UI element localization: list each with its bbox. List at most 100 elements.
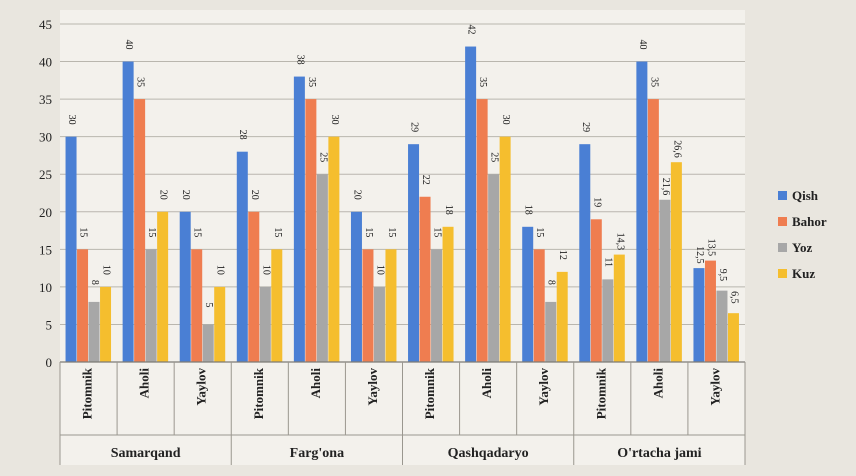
category-label: Aholi [479, 368, 494, 399]
data-label: 15 [192, 227, 203, 237]
data-label: 30 [66, 115, 77, 125]
bar-kuz [100, 286, 112, 362]
data-label: 30 [329, 115, 340, 125]
bar-qish [693, 268, 705, 362]
bar-qish [293, 76, 305, 363]
bar-kuz [556, 271, 568, 362]
bar-bahor [704, 260, 716, 362]
data-label: 15 [386, 227, 397, 237]
legend-swatch-qish [778, 191, 787, 200]
bar-bahor [419, 196, 431, 362]
legend-swatch-bahor [778, 217, 787, 226]
data-label: 35 [477, 77, 488, 87]
bar-bahor [362, 249, 374, 362]
bar-yoz [373, 286, 385, 362]
data-label: 13,5 [705, 239, 716, 257]
y-tick-label: 45 [39, 17, 52, 32]
bar-kuz [271, 249, 283, 362]
bar-yoz [145, 249, 157, 362]
data-label: 8 [89, 280, 100, 285]
data-label: 20 [351, 190, 362, 200]
data-label: 20 [249, 190, 260, 200]
legend-label: Kuz [792, 266, 815, 281]
bar-qish [350, 211, 362, 362]
data-label: 10 [215, 265, 226, 275]
bar-bahor [191, 249, 203, 362]
bar-yoz [659, 199, 671, 362]
category-label: Pitomnik [80, 367, 95, 419]
data-label: 10 [374, 265, 385, 275]
bar-qish [122, 61, 134, 363]
data-label: 10 [260, 265, 271, 275]
category-label: Yaylov [536, 368, 551, 406]
y-tick-label: 10 [39, 280, 52, 295]
category-label: Aholi [308, 368, 323, 399]
bar-bahor [77, 249, 89, 362]
data-label: 42 [466, 25, 477, 35]
y-tick-label: 15 [39, 242, 52, 257]
data-label: 25 [317, 152, 328, 162]
legend: Qish Bahor Yoz Kuz [778, 188, 827, 281]
group-label: O'rtacha jami [617, 446, 701, 461]
data-label: 40 [123, 40, 134, 50]
legend-swatch-kuz [778, 269, 787, 278]
x-axis: Pitomnik Aholi Yaylov Samarqand Pitomnik Ahol… [59, 361, 746, 465]
bar-bahor [305, 99, 317, 362]
group-label: Farg'ona [290, 446, 344, 461]
bar-yoz [316, 174, 328, 362]
data-label: 12,5 [694, 246, 705, 264]
data-label: 38 [294, 55, 305, 65]
grid-lines [60, 23, 745, 363]
bar-yoz [602, 279, 614, 362]
category-label: Pitomnik [593, 367, 608, 419]
data-label: 35 [306, 77, 317, 87]
data-label: 29 [408, 122, 419, 132]
category-label: Yaylov [707, 368, 722, 406]
data-label: 40 [637, 40, 648, 50]
data-label: 14,3 [614, 233, 625, 251]
bar-bahor [590, 219, 602, 362]
group-label: Samarqand [111, 446, 181, 461]
bar-yoz [431, 249, 443, 362]
y-tick-label: 30 [39, 130, 52, 145]
data-label: 8 [546, 280, 557, 285]
bar-kuz [499, 136, 511, 362]
category-label: Yaylov [194, 368, 209, 406]
bar-kuz [157, 211, 169, 362]
data-label: 19 [591, 197, 602, 207]
bar-kuz [670, 162, 682, 362]
data-label: 18 [443, 205, 454, 215]
data-label: 15 [146, 227, 157, 237]
bar-qish [465, 46, 477, 363]
y-tick-label: 40 [39, 55, 52, 70]
bar-qish [522, 226, 534, 362]
data-labels: 30 40 20 28 38 20 29 42 18 29 40 12,5 15 35 15 20 35 15 22… [66, 25, 739, 308]
data-label: 25 [489, 152, 500, 162]
data-label: 12 [557, 250, 568, 260]
data-label: 35 [135, 77, 146, 87]
bars [65, 46, 739, 363]
category-label: Yaylov [365, 368, 380, 406]
data-label: 20 [158, 190, 169, 200]
data-label: 9,5 [717, 269, 728, 282]
data-label: 10 [100, 265, 111, 275]
bar-kuz [385, 249, 397, 362]
bar-yoz [716, 290, 728, 362]
data-label: 30 [500, 115, 511, 125]
data-label: 35 [648, 77, 659, 87]
data-label: 15 [363, 227, 374, 237]
y-tick-label: 25 [39, 167, 52, 182]
data-label: 11 [603, 257, 614, 267]
bar-yoz [545, 301, 557, 362]
category-label: Aholi [137, 368, 152, 399]
data-label: 15 [272, 227, 283, 237]
data-label: 20 [180, 190, 191, 200]
bar-bahor [533, 249, 545, 362]
bar-kuz [442, 226, 454, 362]
data-label: 15 [431, 227, 442, 237]
bar-qish [65, 136, 77, 362]
bar-qish [408, 144, 420, 362]
data-label: 15 [534, 227, 545, 237]
